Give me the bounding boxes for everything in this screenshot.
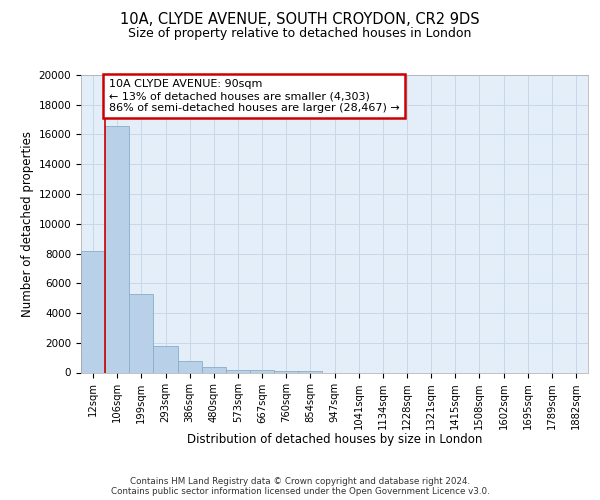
Bar	[226, 370, 250, 372]
Text: 10A CLYDE AVENUE: 90sqm
← 13% of detached houses are smaller (4,303)
86% of semi: 10A CLYDE AVENUE: 90sqm ← 13% of detache…	[109, 80, 400, 112]
Bar	[250, 370, 274, 372]
Bar	[105, 126, 129, 372]
Bar	[129, 294, 154, 372]
Bar	[202, 368, 226, 372]
Bar	[298, 371, 322, 372]
Text: Contains HM Land Registry data © Crown copyright and database right 2024.
Contai: Contains HM Land Registry data © Crown c…	[110, 476, 490, 496]
Text: 10A, CLYDE AVENUE, SOUTH CROYDON, CR2 9DS: 10A, CLYDE AVENUE, SOUTH CROYDON, CR2 9D…	[120, 12, 480, 28]
Bar	[274, 370, 298, 372]
Y-axis label: Number of detached properties: Number of detached properties	[22, 130, 34, 317]
Bar	[154, 346, 178, 372]
Bar	[81, 252, 105, 372]
Bar	[178, 362, 202, 372]
X-axis label: Distribution of detached houses by size in London: Distribution of detached houses by size …	[187, 433, 482, 446]
Text: Size of property relative to detached houses in London: Size of property relative to detached ho…	[128, 28, 472, 40]
